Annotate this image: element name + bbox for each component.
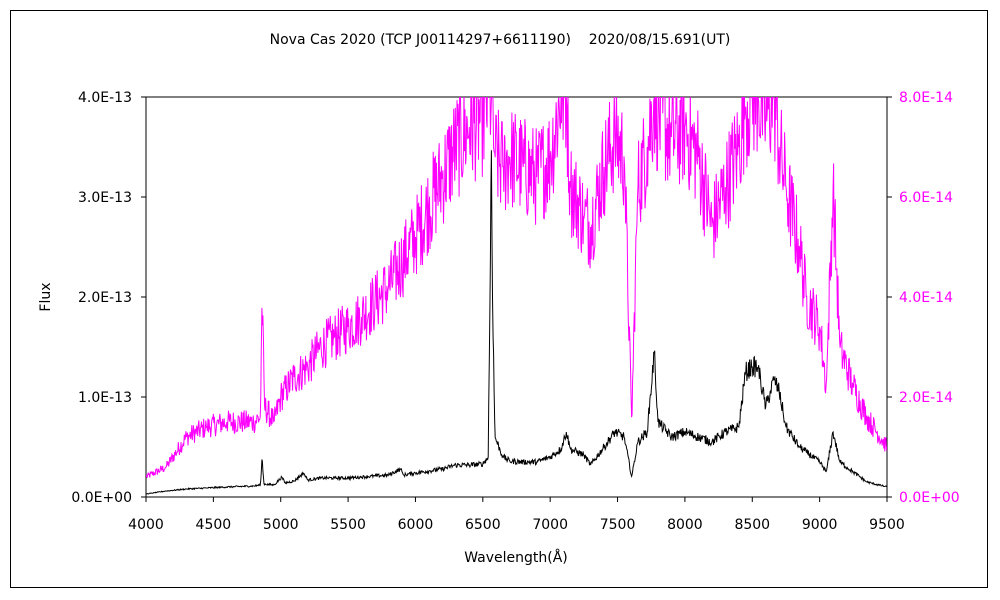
left-tick-label: 3.0E-13 xyxy=(78,190,132,206)
chart-frame xyxy=(10,10,988,588)
right-tick-label: 6.0E-14 xyxy=(899,190,953,206)
left-tick-label: 1.0E-13 xyxy=(78,390,132,406)
x-tick-label: 7500 xyxy=(600,517,636,533)
x-axis-label: Wavelength(Å) xyxy=(464,549,568,566)
x-tick-label: 7000 xyxy=(532,517,568,533)
right-tick-label: 8.0E-14 xyxy=(899,90,953,106)
left-tick-label: 4.0E-13 xyxy=(78,90,132,106)
right-tick-label: 0.0E+00 xyxy=(899,490,960,506)
right-tick-label: 4.0E-14 xyxy=(899,290,953,306)
left-axis-ticks: 0.0E+00 1.0E-13 2.0E-13 3.0E-13 4.0E-13 xyxy=(71,90,146,506)
x-tick-label: 8000 xyxy=(667,517,703,533)
x-tick-label: 6000 xyxy=(398,517,434,533)
x-tick-label: 5000 xyxy=(263,517,299,533)
series-line-black xyxy=(146,150,887,495)
series-line-magenta xyxy=(146,97,887,478)
series-layer xyxy=(146,97,887,495)
x-tick-label: 5500 xyxy=(330,517,366,533)
chart-title: Nova Cas 2020 (TCP J00114297+6611190) 20… xyxy=(270,32,731,48)
x-tick-label: 9500 xyxy=(869,517,905,533)
x-axis-ticks: 4000 4500 5000 5500 6000 6500 7000 7500 8000 8500… xyxy=(128,497,905,533)
right-axis-ticks: 0.0E+00 2.0E-14 4.0E-14 6.0E-14 8.0E-14 xyxy=(887,90,960,506)
left-tick-label: 2.0E-13 xyxy=(78,290,132,306)
x-tick-label: 4000 xyxy=(128,517,164,533)
left-tick-label: 0.0E+00 xyxy=(71,490,132,506)
y-axis-label: Flux xyxy=(38,282,54,311)
x-tick-label: 4500 xyxy=(196,517,232,533)
x-tick-label: 8500 xyxy=(734,517,770,533)
x-tick-label: 6500 xyxy=(465,517,501,533)
x-tick-label: 9000 xyxy=(802,517,838,533)
right-tick-label: 2.0E-14 xyxy=(899,390,953,406)
